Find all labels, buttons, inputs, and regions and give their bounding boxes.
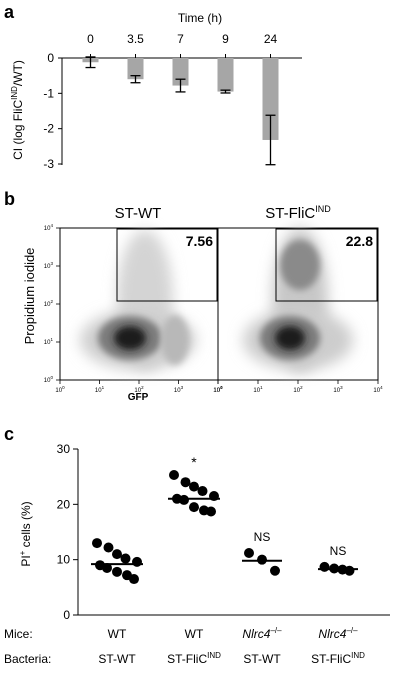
plot-2-x-tick-label-4: 104 xyxy=(373,385,383,394)
plot-1-x-tick-label-2: 102 xyxy=(134,385,144,394)
y-tick-label-3: 103 xyxy=(44,261,54,270)
data-point xyxy=(169,470,179,481)
x-tick-label-3.5: 3.5 xyxy=(127,32,144,46)
annotation: * xyxy=(191,454,197,470)
data-point xyxy=(112,549,122,560)
x-tick-label-7: 7 xyxy=(177,32,184,46)
data-point xyxy=(102,562,112,573)
bar-24 xyxy=(262,58,279,140)
y-tick-label-30: 30 xyxy=(57,442,71,456)
mice-label: WT xyxy=(108,627,127,641)
plot-2-density xyxy=(243,228,353,372)
y-tick-label-0: 0 xyxy=(47,51,54,65)
data-point xyxy=(270,565,280,576)
data-point xyxy=(129,574,139,585)
plot-2-x-tick-label-1: 101 xyxy=(253,385,263,394)
bacteria-label: ST-WT xyxy=(98,652,136,666)
panel-a-bar-chart: Time (h) CI (log FliCIND/WT) 0 3.5 7 9 24 0 -1… xyxy=(10,11,302,171)
plot-2-x-tick-label-2: 102 xyxy=(293,385,303,394)
panel-a-title: Time (h) xyxy=(178,11,222,25)
data-point xyxy=(92,538,102,549)
panel-a-label: a xyxy=(4,2,15,22)
data-point xyxy=(319,561,330,572)
plot-1-density xyxy=(80,230,196,370)
panel-a-y-label: CI (log FliCIND/WT) xyxy=(10,60,25,160)
bacteria-label: ST-FliCIND xyxy=(167,651,221,666)
mice-label: Nlrc4–/– xyxy=(318,626,358,641)
data-point xyxy=(120,553,131,564)
bar-3.5 xyxy=(127,58,144,80)
group-2: * WT ST-FliCIND xyxy=(167,454,221,666)
y-tick-label-0: 100 xyxy=(44,375,54,384)
y-tick-label-1: 101 xyxy=(44,337,54,346)
plot-1-x-tick-label-3: 103 xyxy=(174,385,184,394)
annotation: NS xyxy=(330,544,347,558)
data-point xyxy=(189,502,199,513)
x-tick-label-24: 24 xyxy=(264,32,278,46)
plot-2-x-tick-label-3: 103 xyxy=(333,385,343,394)
data-point xyxy=(344,565,355,576)
group-4: NS Nlrc4–/– ST-FliCIND xyxy=(311,544,365,666)
y-tick-label-10: 10 xyxy=(57,553,71,567)
x-tick-label-9: 9 xyxy=(222,32,229,46)
plot-2-x-tick-label-0: 100 xyxy=(213,385,223,394)
y-tick-label-4: 104 xyxy=(44,223,54,232)
bacteria-label: ST-WT xyxy=(243,652,281,666)
data-point xyxy=(103,542,114,553)
panel-b-flow-cytometry: Propidium iodide GFP ST-WT ST-FliCIND 7.… xyxy=(22,204,383,403)
panel-c-label: c xyxy=(4,424,14,444)
y-tick-label--2: -2 xyxy=(43,122,54,136)
plot-1-gate xyxy=(116,228,218,302)
data-point xyxy=(257,554,267,565)
plot-1-x-tick-label-1: 101 xyxy=(95,385,105,394)
data-point xyxy=(244,548,254,559)
panel-b-x-label: GFP xyxy=(128,392,149,403)
annotation: NS xyxy=(254,530,271,544)
plot-1-gate-value: 7.56 xyxy=(186,233,213,249)
data-point xyxy=(189,481,199,492)
data-point xyxy=(132,556,142,567)
y-tick-label--1: -1 xyxy=(43,86,54,100)
mice-label: WT xyxy=(185,627,204,641)
plot-2-gate xyxy=(275,228,378,302)
x-tick-label-0: 0 xyxy=(87,32,94,46)
panel-c-dot-plot: PI+ cells (%) Mice: Bacteria: 0 10 20 30 WT… xyxy=(4,442,390,666)
plot-1-title: ST-WT xyxy=(115,205,162,222)
plot-1-x-tick-label-4: 104 xyxy=(213,385,223,394)
plot-2-gate-value: 22.8 xyxy=(346,233,373,249)
data-point xyxy=(179,494,189,505)
panel-b-y-label: Propidium iodide xyxy=(22,248,37,345)
data-point xyxy=(112,566,122,577)
y-tick-label-2: 102 xyxy=(44,299,54,308)
panel-c-y-label: PI+ cells (%) xyxy=(18,501,33,566)
flow-plot-2: 22.8 xyxy=(217,227,379,381)
bar-9 xyxy=(217,58,234,92)
group-1: WT ST-WT xyxy=(91,538,143,666)
y-tick-label-0: 0 xyxy=(63,608,70,622)
y-tick-label-20: 20 xyxy=(57,497,71,511)
plot-1-x-tick-label-0: 100 xyxy=(55,385,65,394)
plot-2-title: ST-FliCIND xyxy=(265,204,331,222)
data-point xyxy=(206,506,216,517)
mice-row-label: Mice: xyxy=(4,627,33,641)
flow-plot-1: 7.56 xyxy=(59,227,219,381)
bacteria-row-label: Bacteria: xyxy=(4,652,51,666)
mice-label: Nlrc4–/– xyxy=(242,626,282,641)
data-point xyxy=(180,477,191,488)
y-tick-label--3: -3 xyxy=(43,157,54,171)
group-3: NS Nlrc4–/– ST-WT xyxy=(242,530,282,666)
data-point xyxy=(197,486,208,497)
bacteria-label: ST-FliCIND xyxy=(311,651,365,666)
panel-b-label: b xyxy=(4,189,15,209)
